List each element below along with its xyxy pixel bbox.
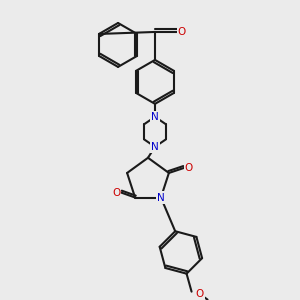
- Text: N: N: [151, 112, 159, 122]
- Text: O: O: [185, 163, 193, 173]
- Text: O: O: [195, 289, 204, 298]
- Text: O: O: [112, 188, 120, 197]
- Text: O: O: [178, 27, 186, 37]
- Text: N: N: [157, 193, 165, 202]
- Text: N: N: [151, 142, 159, 152]
